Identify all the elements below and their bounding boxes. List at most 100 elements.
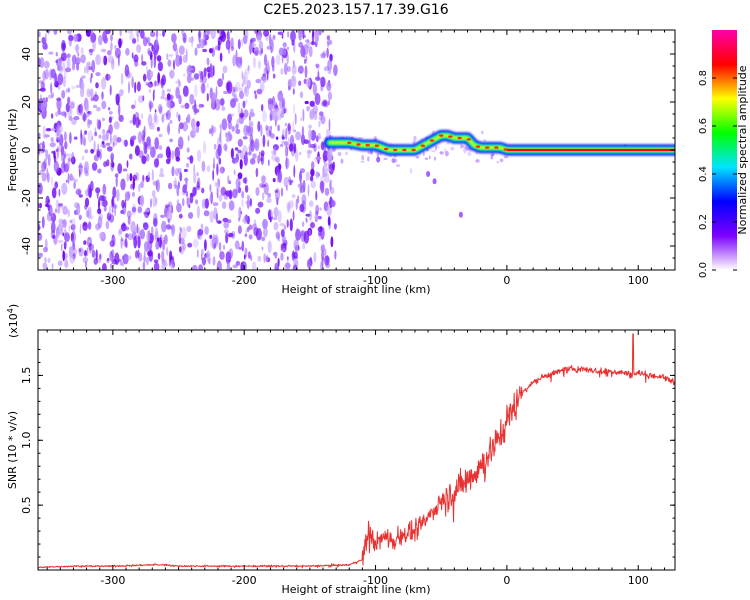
spectrogram-noise-blob: [155, 197, 158, 205]
spectrogram-noise-blob: [88, 110, 92, 116]
spectrogram-noise-blob: [95, 82, 99, 89]
spectrogram-noise-blob: [84, 197, 90, 208]
spectrogram-noise-blob: [153, 112, 158, 123]
spectrogram-noise-blob: [174, 168, 180, 176]
spectrogram-noise-blob: [232, 86, 236, 92]
spectrogram-noise-blob: [105, 130, 109, 141]
spectrogram-faint-blob: [376, 152, 380, 158]
spectrogram-ridge-peak: [420, 144, 425, 147]
spectrogram-noise-blob: [293, 143, 297, 154]
spectrogram-noise-blob: [122, 168, 128, 172]
spectrogram-noise-blob: [320, 52, 326, 59]
spectrogram-noise-blob: [218, 194, 223, 202]
spectrogram-faint-blob: [434, 156, 436, 161]
spectrogram-noise-blob: [223, 220, 230, 229]
spectrogram-noise-blob: [329, 180, 332, 191]
spectrogram-ridge-peak: [466, 138, 471, 141]
spectrogram-noise-blob: [302, 108, 305, 122]
spectrogram-noise-blob: [89, 48, 93, 56]
snr-panel: -300 -200 -100 0 100 0.5 1.0 1.5 Height of str…: [6, 304, 676, 596]
spectrogram-faint-blob: [446, 141, 450, 145]
spectrogram-noise-blob: [293, 129, 296, 133]
spectrogram-noise-blob: [301, 125, 305, 137]
spectrogram-noise-blob: [212, 256, 216, 266]
spectrogram-noise-blob: [178, 246, 182, 253]
spectrogram-noise-blob: [61, 182, 68, 195]
spectrogram-noise-blob: [150, 31, 156, 38]
spectrogram-noise-blob: [135, 116, 140, 129]
spectrogram-noise-blob: [146, 153, 150, 162]
spectrogram-stray-blob: [426, 171, 431, 177]
spectrogram-noise-blob: [305, 171, 310, 181]
spectrogram-noise-blob: [153, 217, 158, 227]
spectrogram-noise-blob: [320, 260, 324, 270]
spectrogram-noise-blob: [187, 135, 190, 142]
spectrogram-noise-blob: [295, 228, 301, 241]
spectrogram-noise-blob: [83, 137, 86, 147]
spectrogram-noise-blob: [217, 220, 222, 224]
spectrogram-noise-blob: [135, 250, 139, 259]
spectrogram-noise-blob: [227, 120, 232, 130]
spectrogram-noise-blob: [248, 121, 254, 128]
spectrogram-ridge-peak: [374, 144, 380, 147]
spectrogram-noise-blob: [67, 96, 71, 104]
spectrogram-noise-blob: [301, 193, 307, 206]
spectrogram-noise-blob: [53, 160, 60, 173]
spectrogram-noise-blob: [118, 228, 123, 235]
spectrogram-noise-blob: [86, 247, 89, 257]
spectrogram-noise-blob: [248, 234, 253, 240]
spectrogram-x-tick-label: 100: [628, 274, 649, 287]
spectrogram-noise-blob: [134, 145, 140, 157]
spectrogram-ridge-peak: [429, 139, 435, 142]
spectrogram-noise-blob: [222, 167, 225, 172]
spectrogram-noise-blob: [186, 225, 192, 232]
spectrogram-noise-blob: [300, 184, 305, 193]
spectrogram-y-tick-label: 40: [20, 47, 33, 61]
spectrogram-noise-blob: [122, 255, 124, 260]
spectrogram-noise-blob: [132, 38, 137, 44]
spectrogram-noise-blob: [291, 64, 297, 75]
spectrogram-noise-blob: [98, 213, 103, 221]
spectrogram-noise-blob: [126, 160, 129, 168]
spectrogram-noise-blob: [57, 84, 61, 91]
spectrogram-noise-blob: [241, 38, 243, 47]
spectrogram-noise-blob: [53, 236, 57, 246]
spectrogram-ridge-peak: [448, 135, 453, 138]
spectrogram-faint-blob: [496, 161, 499, 164]
spectrogram-noise-blob: [82, 155, 84, 161]
spectrogram-noise-blob: [168, 53, 174, 57]
colorbar-tick-label: 0.0: [698, 262, 709, 278]
spectrogram-noise-blob: [212, 65, 215, 77]
spectrogram-noise-blob: [232, 97, 239, 103]
spectrogram-noise-blob: [63, 150, 67, 160]
spectrogram-noise-blob: [60, 145, 65, 156]
spectrogram-noise-blob: [306, 105, 310, 112]
spectrogram-noise-blob: [76, 203, 81, 216]
spectrogram-noise-blob: [44, 134, 50, 138]
spectrogram-noise-blob: [154, 80, 157, 87]
spectrogram-noise-blob: [238, 206, 242, 220]
spectrogram-noise-blob: [64, 141, 68, 150]
spectrogram-noise-blob: [187, 67, 194, 71]
spectrogram-faint-blob: [483, 139, 487, 142]
spectrogram-noise-blob: [91, 136, 94, 141]
spectrogram-noise-blob: [94, 131, 98, 137]
spectrogram-noise-blob: [79, 168, 81, 178]
spectrogram-noise-blob: [89, 30, 95, 43]
spectrogram-noise-blob: [157, 237, 160, 242]
spectrogram-noise-blob: [184, 177, 189, 182]
spectrogram-noise-blob: [221, 106, 226, 112]
spectrogram-noise-blob: [161, 89, 165, 98]
snr-y-tick-label: 0.5: [20, 496, 33, 514]
spectrogram-noise-blob: [284, 141, 289, 147]
spectrogram-noise-blob: [272, 178, 276, 183]
spectrogram-noise-blob: [160, 214, 165, 218]
spectrogram-noise-blob: [324, 255, 330, 266]
spectrogram-noise-blob: [278, 169, 282, 183]
spectrogram-noise-blob: [257, 255, 262, 262]
spectrogram-noise-blob: [267, 99, 274, 111]
spectrogram-ridge-peak: [365, 144, 370, 147]
spectrogram-noise-blob: [238, 87, 244, 93]
spectrogram-noise-blob: [288, 200, 294, 209]
spectrogram-faint-blob: [439, 151, 444, 155]
